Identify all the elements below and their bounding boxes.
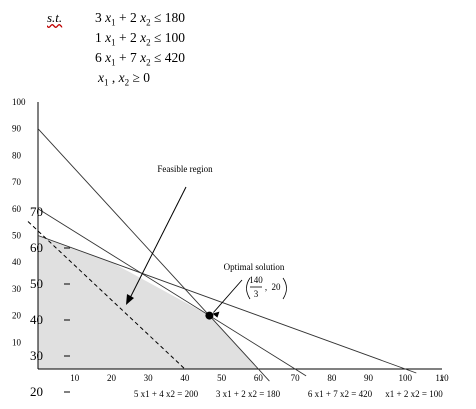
optimal-y-value: 20	[272, 282, 282, 292]
stray-label: 60	[30, 240, 43, 255]
feasible-arrow	[127, 186, 187, 303]
feasible-arrowhead	[126, 294, 134, 305]
x-tick-label: 20	[107, 373, 117, 383]
coef-b: 2	[130, 30, 137, 45]
y-tick-label: 100	[12, 97, 26, 107]
left-paren	[246, 277, 251, 300]
stray-label: 30	[30, 348, 43, 363]
objective-line	[27, 221, 186, 370]
coef-b: 7	[130, 50, 137, 65]
optimal-x-numerator: 140	[249, 275, 263, 285]
equation-label: 3 x1 + 2 x2 = 180	[216, 389, 281, 399]
x-tick-label: 60	[254, 373, 264, 383]
operator: ≤	[154, 50, 162, 65]
coef-a: 3	[95, 10, 102, 25]
operator: ≤	[154, 30, 162, 45]
stray-label: 20	[30, 384, 43, 399]
x-tick-label: 80	[327, 373, 337, 383]
y-tick-label: 70	[12, 177, 22, 187]
y-tick-label: 50	[12, 231, 22, 241]
constraint-line	[37, 128, 270, 382]
constraint-2: 1 x1 + 2 x2 ≤ 100	[95, 30, 186, 48]
x-tick-label: 10	[70, 373, 80, 383]
constraint-3: 6 x1 + 7 x2 ≤ 420	[95, 50, 186, 68]
x-tick-label: 100	[399, 373, 413, 383]
y-tick-label: 10	[12, 337, 22, 347]
coef-a: 1	[95, 30, 102, 45]
optimal-solution-label: Optimal solution	[224, 262, 285, 272]
constraint-block: s.t. 3 x1 + 2 x2 ≤ 180 1 x1 + 2 x2 ≤ 100…	[0, 0, 476, 96]
coordinate-comma: ,	[265, 282, 267, 292]
nonnegativity: x1 , x2 ≥ 0	[98, 70, 151, 88]
y-tick-label: 90	[12, 124, 22, 134]
rhs: 420	[164, 50, 186, 65]
constraint-1: 3 x1 + 2 x2 ≤ 180	[95, 10, 186, 28]
optimal-arrowhead	[212, 311, 220, 318]
stray-label: 50	[30, 276, 43, 291]
optimal-x-denominator: 3	[254, 289, 259, 299]
x-axis-label: x	[439, 373, 444, 383]
rhs: 180	[164, 10, 186, 25]
feasible-region	[38, 235, 259, 369]
equation-label: x1 + 2 x2 = 100	[385, 389, 443, 399]
optimal-arrow	[213, 279, 243, 313]
y-tick-label: 60	[12, 204, 22, 214]
stray-label: 70	[30, 204, 43, 219]
y-tick-label: 20	[12, 311, 22, 321]
st-label: s.t.	[47, 10, 63, 25]
nonneg-text: ≥ 0	[132, 70, 151, 85]
x-tick-label: 40	[180, 373, 190, 383]
equation-label: 5 x1 + 4 x2 = 200	[134, 389, 199, 399]
stray-label: 40	[30, 312, 43, 327]
x-tick-label: 110	[435, 373, 449, 383]
feasible-region-label: Feasible region	[157, 164, 213, 174]
x-tick-label: 50	[217, 373, 227, 383]
y-tick-label: 40	[12, 257, 22, 267]
x-tick-label: 90	[364, 373, 374, 383]
equation-label: 6 x1 + 7 x2 = 420	[308, 389, 373, 399]
y-tick-label: 80	[12, 150, 22, 160]
operator: ≤	[154, 10, 162, 25]
constraint-line	[37, 208, 307, 377]
x-tick-label: 30	[144, 373, 154, 383]
optimal-point	[205, 311, 214, 320]
coef-a: 6	[95, 50, 102, 65]
y-tick-label: 30	[12, 284, 22, 294]
constraint-line	[37, 235, 417, 374]
x-tick-label: 70	[291, 373, 301, 383]
coef-b: 2	[130, 10, 137, 25]
right-paren	[282, 277, 287, 300]
rhs: 100	[164, 30, 186, 45]
